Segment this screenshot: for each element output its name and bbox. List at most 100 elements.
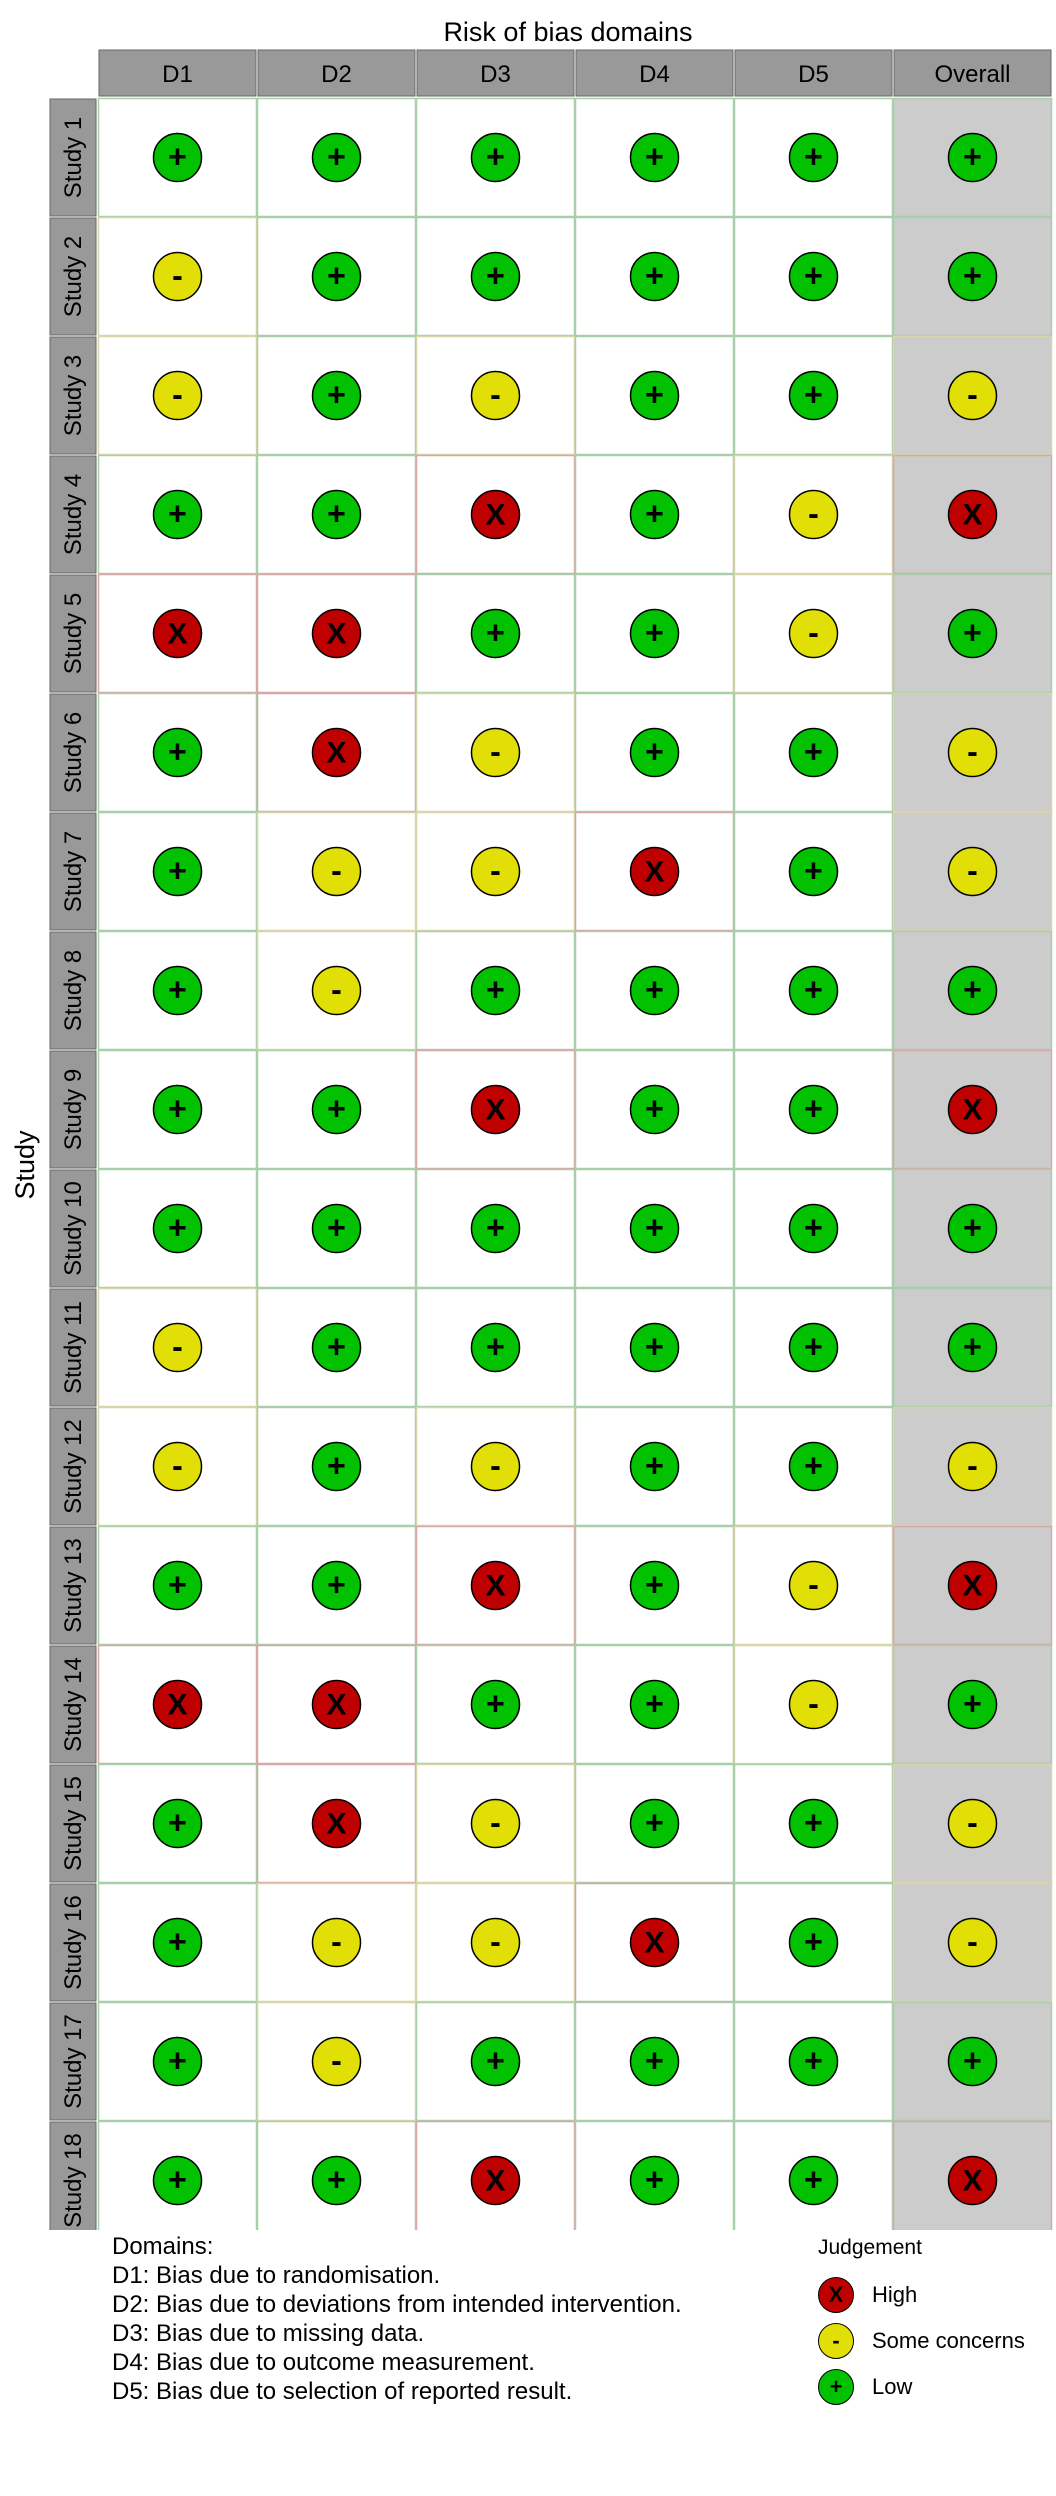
cell-border <box>892 811 1053 932</box>
row-label-box-study-4 <box>49 455 97 574</box>
legend-item-some-concerns: - Some concerns <box>818 2318 1054 2364</box>
judgement-mark-study-13-d3-high: X <box>470 1560 521 1611</box>
row-label-box-study-18 <box>49 2121 97 2230</box>
cell-border <box>733 216 894 337</box>
judgement-legend: Judgement X High - Some concerns + Low <box>818 2236 1054 2410</box>
judgement-symbol: + <box>327 1091 346 1127</box>
judgement-symbol: + <box>168 139 187 175</box>
judgement-dot <box>629 1203 680 1254</box>
judgement-mark-study-16-overall-some-concerns: - <box>947 1917 998 1968</box>
cell-border <box>892 1049 1053 1170</box>
legend-label-low: Low <box>872 2374 913 2399</box>
judgement-symbol: X <box>326 737 346 770</box>
judgement-symbol: X <box>326 1689 346 1722</box>
cell-border <box>574 216 735 337</box>
cell-border <box>415 930 576 1051</box>
judgement-dot <box>470 965 521 1016</box>
cell-border <box>574 1644 735 1765</box>
cell-border <box>256 1406 417 1527</box>
column-header-label-overall: Overall <box>934 61 1010 88</box>
judgement-dot <box>947 1084 998 1135</box>
judgement-dot <box>788 1322 839 1373</box>
judgement-symbol: + <box>804 258 823 294</box>
judgement-symbol: + <box>327 2162 346 2198</box>
judgement-dot <box>311 608 362 659</box>
judgement-dot <box>947 489 998 540</box>
cell-border <box>415 1168 576 1289</box>
judgement-mark-study-8-d1-low: + <box>152 965 203 1016</box>
judgement-symbol: - <box>967 734 978 770</box>
judgement-symbol: + <box>804 2043 823 2079</box>
judgement-symbol: - <box>808 1686 819 1722</box>
judgement-dot <box>788 1798 839 1849</box>
cell-border <box>733 1882 894 2003</box>
judgement-mark-study-1-d4-low: + <box>629 132 680 183</box>
judgement-dot <box>947 251 998 302</box>
cell-border <box>415 2001 576 2122</box>
judgement-mark-study-4-d1-low: + <box>152 489 203 540</box>
judgement-dot <box>947 2155 998 2206</box>
judgement-symbol: + <box>327 377 346 413</box>
judgement-dot <box>788 132 839 183</box>
judgement-mark-study-1-d2-low: + <box>311 132 362 183</box>
row-label-box-study-16 <box>49 1883 97 2002</box>
judgement-mark-study-5-d2-high: X <box>311 608 362 659</box>
judgement-symbol: + <box>804 1448 823 1484</box>
judgement-mark-study-6-d5-low: + <box>788 727 839 778</box>
cell-border <box>97 216 258 337</box>
legend-label-some-concerns: Some concerns <box>872 2328 1025 2353</box>
cell-border <box>733 2001 894 2122</box>
judgement-mark-study-18-overall-high: X <box>947 2155 998 2206</box>
judgement-mark-study-5-d3-low: + <box>470 608 521 659</box>
judgement-symbol: + <box>804 1210 823 1246</box>
judgement-symbol: - <box>490 853 501 889</box>
judgement-mark-study-12-d4-low: + <box>629 1441 680 1492</box>
judgement-dot <box>788 489 839 540</box>
judgement-symbol: + <box>963 1329 982 1365</box>
cell-border <box>574 2001 735 2122</box>
judgement-dot <box>629 1917 680 1968</box>
cell-border <box>415 335 576 456</box>
judgement-symbol: + <box>327 1210 346 1246</box>
judgement-dot <box>152 251 203 302</box>
judgement-dot <box>152 608 203 659</box>
cell-border <box>256 2120 417 2230</box>
judgement-dot <box>470 1203 521 1254</box>
cell-border <box>733 1049 894 1170</box>
judgement-dot <box>311 251 362 302</box>
judgement-mark-study-3-d2-low: + <box>311 370 362 421</box>
judgement-mark-study-11-d4-low: + <box>629 1322 680 1373</box>
judgement-mark-study-4-overall-high: X <box>947 489 998 540</box>
judgement-symbol: + <box>645 1567 664 1603</box>
judgement-mark-study-14-overall-low: + <box>947 1679 998 1730</box>
judgement-mark-study-3-overall-some-concerns: - <box>947 370 998 421</box>
judgement-mark-study-13-d1-low: + <box>152 1560 203 1611</box>
cell-border <box>733 1168 894 1289</box>
judgement-symbol: - <box>808 1567 819 1603</box>
column-header-d1 <box>98 49 257 97</box>
judgement-symbol: + <box>486 1329 505 1365</box>
judgement-dot <box>788 2036 839 2087</box>
judgement-mark-study-18-d4-low: + <box>629 2155 680 2206</box>
judgement-dot <box>311 1917 362 1968</box>
judgement-mark-study-7-d3-some-concerns: - <box>470 846 521 897</box>
judgement-dot <box>947 2036 998 2087</box>
cell-border <box>415 2120 576 2230</box>
row-label-study-4: Study 4 <box>60 474 87 555</box>
judgement-mark-study-8-d4-low: + <box>629 965 680 1016</box>
judgement-mark-study-12-d1-some-concerns: - <box>152 1441 203 1492</box>
judgement-mark-study-12-d3-some-concerns: - <box>470 1441 521 1492</box>
judgement-mark-study-15-d5-low: + <box>788 1798 839 1849</box>
cell-border <box>256 1644 417 1765</box>
judgement-mark-study-2-d5-low: + <box>788 251 839 302</box>
legend-item-low: + Low <box>818 2364 1054 2410</box>
judgement-mark-study-15-overall-some-concerns: - <box>947 1798 998 1849</box>
cell-border <box>892 1882 1053 2003</box>
judgement-mark-study-2-d4-low: + <box>629 251 680 302</box>
domain-d1-description: D1: Bias due to randomisation. <box>112 2262 441 2289</box>
judgement-symbol: - <box>172 1448 183 1484</box>
judgement-symbol: + <box>645 1329 664 1365</box>
judgement-dot <box>470 727 521 778</box>
judgement-symbol: + <box>486 258 505 294</box>
judgement-mark-study-4-d5-some-concerns: - <box>788 489 839 540</box>
